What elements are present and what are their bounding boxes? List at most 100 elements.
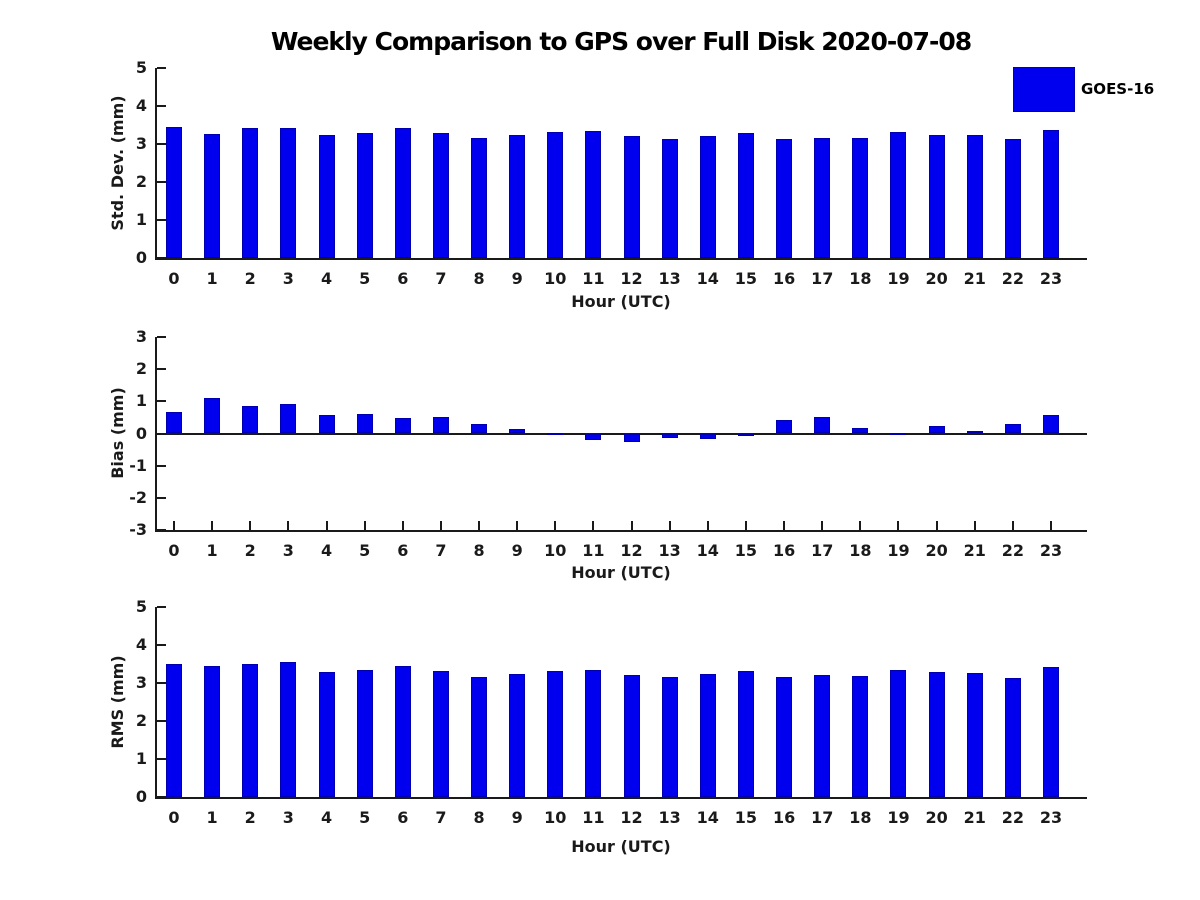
y-tick bbox=[157, 67, 166, 69]
x-tick-label: 14 bbox=[696, 541, 719, 560]
x-tick-label: 6 bbox=[397, 541, 409, 560]
x-tick-label: 0 bbox=[168, 808, 180, 827]
legend-swatch-goes16 bbox=[1013, 67, 1075, 112]
y-tick bbox=[157, 219, 166, 221]
x-tick bbox=[706, 521, 709, 530]
bar bbox=[509, 673, 526, 797]
y-tick-label: 0 bbox=[135, 787, 147, 806]
x-tick-label: 20 bbox=[925, 808, 948, 827]
bar bbox=[318, 134, 335, 258]
y-tick-label: 2 bbox=[135, 359, 147, 379]
x-tick-label: 18 bbox=[849, 808, 872, 827]
bar bbox=[242, 663, 259, 797]
x-tick-label: 4 bbox=[320, 541, 333, 560]
bar bbox=[1004, 677, 1021, 797]
bar bbox=[1042, 415, 1059, 434]
bar bbox=[928, 134, 945, 258]
x-tick bbox=[478, 521, 481, 530]
x-tick-label: 18 bbox=[849, 269, 872, 288]
x-tick bbox=[668, 521, 671, 530]
x-tick bbox=[401, 521, 404, 530]
x-axis-spine bbox=[155, 797, 1087, 799]
x-tick bbox=[249, 521, 252, 530]
y-tick bbox=[157, 257, 166, 259]
bar bbox=[1004, 423, 1021, 434]
x-tick-label: 2 bbox=[244, 541, 256, 560]
x-tick bbox=[173, 521, 175, 530]
x-tick-label: 4 bbox=[320, 269, 333, 288]
bar bbox=[699, 136, 716, 258]
bar bbox=[280, 403, 297, 434]
x-axis-label-bias: Hour (UTC) bbox=[571, 563, 671, 582]
bar bbox=[966, 430, 983, 434]
bar bbox=[661, 139, 678, 258]
x-tick-label: 21 bbox=[963, 808, 986, 827]
bar bbox=[737, 671, 754, 797]
y-tick bbox=[157, 368, 166, 371]
y-tick bbox=[157, 682, 166, 684]
x-tick-label: 15 bbox=[734, 808, 758, 827]
x-tick bbox=[592, 521, 595, 530]
x-tick-label: 22 bbox=[1001, 808, 1024, 827]
bar bbox=[242, 405, 259, 434]
x-axis-label-std-dev: Hour (UTC) bbox=[571, 292, 671, 311]
x-tick-label: 20 bbox=[925, 541, 948, 560]
bar bbox=[776, 676, 793, 797]
x-tick-label: 22 bbox=[1001, 269, 1024, 288]
bar bbox=[623, 675, 640, 797]
x-tick bbox=[821, 521, 824, 530]
bar bbox=[661, 676, 678, 797]
bar bbox=[547, 670, 564, 797]
plot-std-dev: Hour (UTC) 0 1 2 3 4 5 0 1 2 3 4 5 6 7 8 9 10 11 12 13 14 15 1… bbox=[136, 58, 1087, 311]
x-tick-label: 19 bbox=[887, 808, 910, 827]
x-tick bbox=[1049, 521, 1052, 530]
bar bbox=[737, 433, 754, 436]
y-tick bbox=[157, 496, 166, 499]
y-tick bbox=[157, 143, 166, 145]
x-tick-label: 16 bbox=[772, 808, 796, 827]
x-tick-label: 6 bbox=[397, 808, 409, 827]
x-tick bbox=[744, 521, 747, 530]
bar bbox=[356, 413, 373, 434]
x-tick-label: 2 bbox=[244, 808, 256, 827]
y-tick-label: 1 bbox=[135, 210, 147, 229]
bar bbox=[890, 131, 907, 258]
y-tick-label: 0 bbox=[135, 248, 147, 267]
y-tick bbox=[157, 336, 166, 338]
bar bbox=[509, 428, 526, 434]
x-tick-label: 3 bbox=[282, 541, 294, 560]
plot-bias: Hour (UTC) -3 -2 -1 0 1 2 3 0 1 2 3 4 5 6 7 8 9 10 11 12 13 1… bbox=[129, 327, 1087, 582]
zero-line bbox=[157, 432, 1087, 435]
x-tick-label: 20 bbox=[925, 269, 948, 288]
x-tick-label: 7 bbox=[435, 269, 447, 288]
x-tick bbox=[211, 521, 214, 530]
bar bbox=[166, 126, 182, 258]
x-tick bbox=[973, 521, 976, 530]
x-tick-label: 0 bbox=[168, 541, 180, 560]
bar bbox=[432, 132, 449, 258]
x-tick bbox=[287, 521, 290, 530]
x-tick-label: 18 bbox=[849, 541, 872, 560]
bar bbox=[166, 411, 182, 434]
bar bbox=[814, 675, 831, 797]
x-tick-label: 11 bbox=[582, 808, 605, 827]
y-tick-label: 2 bbox=[135, 711, 147, 730]
x-tick-label: 22 bbox=[1001, 541, 1024, 560]
y-tick bbox=[157, 606, 166, 608]
bar bbox=[585, 670, 602, 797]
bar bbox=[776, 138, 793, 258]
bar bbox=[471, 423, 488, 434]
y-tick-label: 3 bbox=[135, 673, 147, 692]
y-tick-label: -3 bbox=[129, 520, 147, 539]
y-tick-label: -1 bbox=[129, 455, 147, 475]
x-tick bbox=[859, 521, 862, 530]
y-tick-label: 5 bbox=[135, 58, 147, 77]
y-tick bbox=[157, 720, 166, 722]
bar bbox=[204, 133, 221, 258]
bar bbox=[776, 420, 793, 434]
bar bbox=[356, 670, 373, 797]
x-tick-label: 21 bbox=[963, 541, 986, 560]
x-axis-spine bbox=[155, 530, 1087, 532]
x-tick-label: 7 bbox=[435, 541, 447, 560]
